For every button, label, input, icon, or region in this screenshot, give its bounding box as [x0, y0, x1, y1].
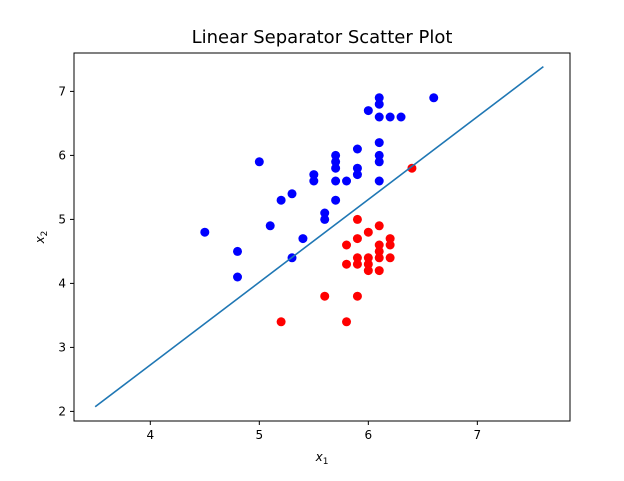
data-point-s1-9: [298, 234, 308, 244]
y-axis: 2 3 4 5 6 7: [58, 84, 74, 418]
y-axis-label-subscript: 2: [40, 231, 50, 237]
x-tick-label-7: 7: [474, 428, 482, 442]
chart-title: Linear Separator Scatter Plot: [192, 27, 453, 48]
data-point-s1-18: [331, 195, 341, 205]
data-point-s1-6: [276, 195, 286, 205]
y-tick-label-3: 3: [58, 340, 66, 354]
x-tick-label-6: 6: [365, 428, 373, 442]
data-point-s1-29: [374, 157, 384, 167]
x-axis: 4 5 6 7: [146, 421, 481, 442]
data-point-s2-21: [385, 240, 395, 250]
data-point-s1-12: [320, 208, 330, 218]
data-point-s1-13: [320, 214, 330, 224]
data-point-s2-5: [342, 240, 352, 250]
data-point-s2-13: [363, 259, 373, 269]
data-point-s1-24: [374, 93, 384, 103]
y-tick-label-5: 5: [58, 212, 66, 226]
data-point-s2-15: [374, 221, 384, 231]
data-point-s1-21: [352, 163, 362, 173]
y-tick-label-7: 7: [58, 84, 66, 98]
data-point-s1-4: [254, 157, 264, 167]
data-point-s2-10: [352, 291, 362, 301]
data-point-s1-2: [233, 246, 243, 256]
plot-area: [73, 52, 571, 422]
data-point-s2-9: [352, 259, 362, 269]
data-point-s2-7: [352, 234, 362, 244]
data-point-s1-16: [331, 163, 341, 173]
data-point-s2-11: [363, 227, 373, 237]
data-point-s1-27: [374, 138, 384, 148]
data-point-s2-14: [363, 266, 373, 276]
data-point-s2-17: [374, 246, 384, 256]
data-point-s2-19: [374, 266, 384, 276]
data-point-s1-5: [265, 221, 275, 231]
y-axis-label-main: x: [33, 235, 47, 244]
data-point-s2-1: [276, 317, 286, 327]
data-point-s1-19: [342, 176, 352, 186]
data-point-s2-23: [407, 163, 417, 173]
x-axis-label-main: x: [315, 450, 324, 464]
data-point-s1-7: [287, 189, 297, 199]
data-point-s1-22: [352, 170, 362, 180]
data-point-s1-14: [331, 150, 341, 160]
data-point-s2-2: [320, 291, 330, 301]
data-point-s2-16: [374, 240, 384, 250]
x-axis-label-subscript: 1: [323, 457, 329, 467]
x-tick-label-5: 5: [255, 428, 263, 442]
data-point-s1-15: [331, 157, 341, 167]
data-point-s1-30: [374, 176, 384, 186]
separator-line: [94, 65, 544, 408]
data-point-s1-20: [352, 144, 362, 154]
data-point-s1-26: [374, 112, 384, 122]
data-point-s2-8: [352, 253, 362, 263]
data-point-s2-3: [342, 317, 352, 327]
data-point-s2-18: [374, 253, 384, 263]
plot-frame: [73, 52, 571, 422]
data-point-s1-10: [309, 170, 319, 180]
x-axis-label: x1: [315, 450, 329, 467]
y-tick-label-4: 4: [58, 276, 66, 290]
data-point-s1-1: [200, 227, 210, 237]
y-tick-label-2: 2: [58, 404, 66, 418]
data-point-s1-11: [309, 176, 319, 186]
data-point-s2-20: [385, 234, 395, 244]
data-point-s1-32: [396, 112, 406, 122]
data-point-s1-23: [363, 106, 373, 116]
data-point-s2-4: [342, 259, 352, 269]
data-point-s2-12: [363, 253, 373, 263]
data-point-s1-17: [331, 176, 341, 186]
data-point-s1-25: [374, 99, 384, 109]
y-axis-label: x2: [33, 231, 50, 245]
y-tick-label-6: 6: [58, 148, 66, 162]
data-point-s1-3: [233, 272, 243, 282]
data-point-s1-31: [385, 112, 395, 122]
data-point-s1-33: [429, 93, 439, 103]
x-tick-label-4: 4: [146, 428, 154, 442]
data-point-s1-28: [374, 150, 384, 160]
data-point-s2-22: [385, 253, 395, 263]
data-point-s2-6: [352, 214, 362, 224]
